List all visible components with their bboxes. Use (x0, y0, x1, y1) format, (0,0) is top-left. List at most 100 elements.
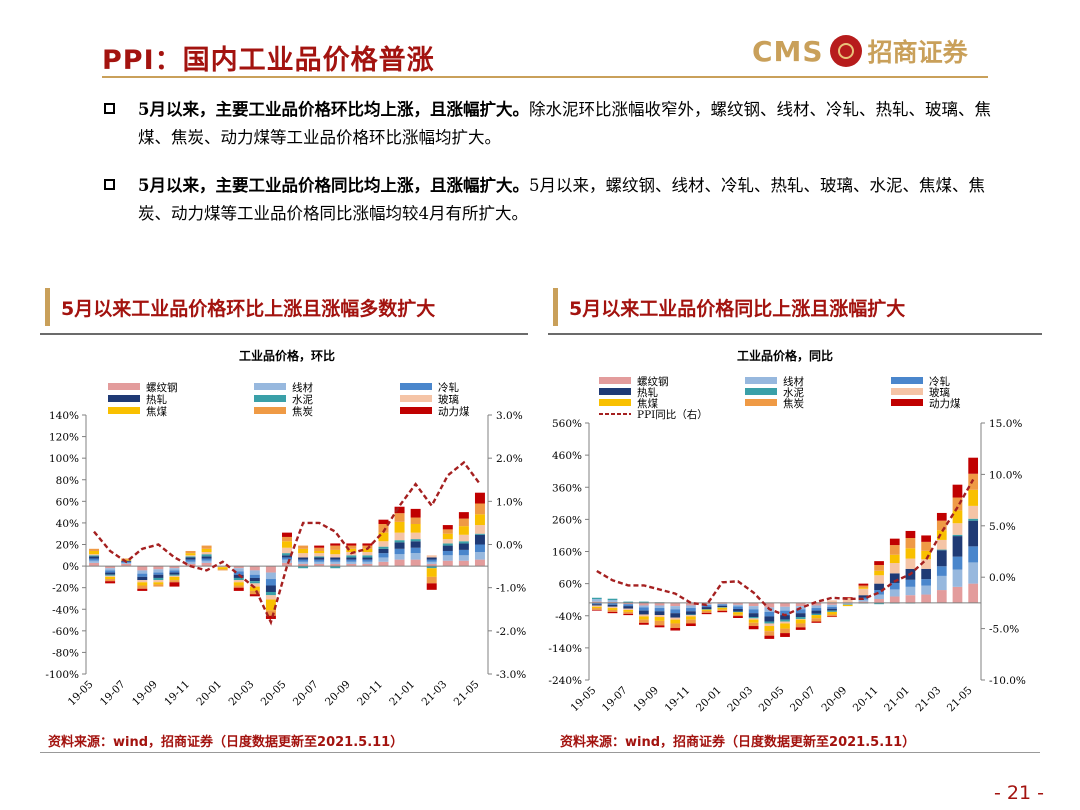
bar-水泥 (639, 601, 649, 603)
bar-焦煤 (921, 550, 931, 560)
bar-动力煤 (889, 538, 900, 546)
ppi-line (596, 478, 975, 617)
bar-玻璃 (921, 559, 931, 569)
bar-焦煤 (827, 611, 837, 615)
bar-冷轧 (795, 609, 806, 614)
bar-焦炭 (607, 609, 618, 612)
bar-螺纹钢 (153, 566, 164, 570)
bar-玻璃 (607, 606, 618, 609)
bar-螺纹钢 (346, 563, 357, 567)
bar-螺纹钢 (874, 599, 884, 603)
bar-动力煤 (362, 543, 373, 546)
bar-螺纹钢 (733, 602, 743, 605)
bar-冷轧 (426, 559, 437, 562)
legend-swatch (254, 395, 286, 402)
bar-冷轧 (811, 608, 822, 611)
bar-热轧 (249, 577, 260, 582)
bar-焦炭 (905, 538, 916, 549)
legend-label: 焦炭 (783, 397, 804, 410)
legend-swatch (254, 407, 286, 414)
bar-动力煤 (330, 543, 341, 546)
bar-冷轧 (764, 611, 775, 617)
left-tick-label: 140% (49, 410, 79, 422)
bar-热轧 (968, 520, 979, 547)
bar-焦煤 (889, 554, 900, 564)
bars (89, 492, 485, 619)
bar-热轧 (623, 606, 634, 609)
bar-水泥 (795, 617, 806, 619)
bar-冷轧 (874, 590, 884, 595)
bar-线材 (952, 569, 963, 587)
bar-热轧 (701, 607, 712, 610)
bar-线材 (233, 568, 244, 572)
bar-螺纹钢 (378, 561, 389, 567)
bar-焦煤 (233, 582, 244, 586)
x-tick-label: 21-05 (945, 684, 975, 714)
bar-水泥 (764, 621, 775, 624)
legend-label: 水泥 (292, 393, 313, 406)
right-tick-label: 2.0% (496, 453, 523, 465)
bar-水泥 (185, 556, 196, 558)
bar-焦炭 (764, 631, 775, 636)
left-tick-label: -40% (52, 604, 79, 616)
bar-螺纹钢 (827, 602, 837, 605)
legend-swatch (599, 377, 631, 384)
right-tick-label: -1.0% (496, 583, 526, 595)
bar-焦煤 (426, 568, 437, 577)
bar-冷轧 (89, 558, 100, 561)
bar-焦炭 (474, 503, 485, 515)
bar-焦煤 (701, 609, 712, 611)
bar-热轧 (780, 615, 790, 620)
bar-冷轧 (889, 582, 900, 590)
bar-冷轧 (717, 604, 728, 606)
logo-latin: CMS (752, 34, 824, 68)
bar-冷轧 (607, 602, 618, 605)
logo-chinese: 招商证券 (867, 38, 968, 67)
bar-焦炭 (748, 622, 759, 627)
bar-冷轧 (330, 559, 341, 562)
bar-冷轧 (952, 556, 963, 570)
bar-动力煤 (137, 588, 148, 591)
right-tick-label: -2.0% (496, 626, 526, 638)
bar-玻璃 (137, 580, 148, 583)
bar-动力煤 (410, 508, 421, 518)
legend-label: 动力煤 (438, 405, 470, 418)
bar-动力煤 (105, 581, 116, 584)
left-tick-label: 60% (56, 496, 79, 508)
left-tick-label: -60% (52, 626, 79, 638)
panel-1-heading-text: 5月以来工业品价格环比上涨且涨幅多数扩大 (61, 298, 436, 320)
bar-热轧 (607, 604, 618, 607)
bar-焦炭 (811, 618, 822, 622)
bar-热轧 (298, 557, 309, 560)
bar-玻璃 (748, 618, 759, 620)
bar-焦炭 (410, 517, 421, 524)
bar-热轧 (233, 574, 244, 578)
cms-seal-icon (829, 35, 862, 67)
x-tick-label: 19-07 (98, 678, 128, 708)
bar-水泥 (474, 533, 485, 535)
legend-label: PPI同比（右） (637, 408, 708, 421)
x-tick-label: 20-01 (194, 678, 224, 708)
bar-焦煤 (105, 576, 116, 580)
bar-螺纹钢 (169, 566, 180, 569)
bar-动力煤 (827, 616, 837, 618)
bar-焦煤 (905, 548, 916, 559)
bar-线材 (474, 552, 485, 560)
bar-焦煤 (780, 623, 790, 629)
bar-水泥 (426, 566, 437, 569)
bar-焦炭 (265, 610, 276, 616)
bar-螺纹钢 (330, 563, 341, 567)
bar-动力煤 (686, 623, 696, 627)
bar-焦炭 (921, 541, 931, 551)
bullet-square-icon (104, 179, 115, 190)
bar-焦煤 (811, 615, 822, 619)
bar-焦炭 (827, 614, 837, 617)
legend-swatch (400, 395, 432, 402)
bar-玻璃 (764, 623, 775, 627)
page-title: PPI：国内工业品价格普涨 (102, 45, 435, 76)
bar-焦煤 (748, 619, 759, 623)
bar-水泥 (346, 555, 357, 558)
bar-动力煤 (936, 512, 947, 521)
heading-accent (553, 288, 558, 326)
